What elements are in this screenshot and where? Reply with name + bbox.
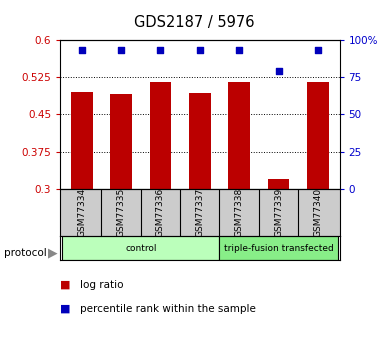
- Text: percentile rank within the sample: percentile rank within the sample: [80, 304, 255, 314]
- Text: ▶: ▶: [48, 246, 57, 259]
- Bar: [189, 93, 211, 189]
- Text: GSM77338: GSM77338: [235, 188, 244, 237]
- Bar: [229, 82, 250, 189]
- Point: [158, 47, 164, 53]
- Point: [79, 47, 85, 53]
- Bar: [150, 82, 171, 189]
- Bar: [110, 95, 132, 189]
- Text: GSM77339: GSM77339: [274, 188, 283, 237]
- Text: ■: ■: [60, 304, 71, 314]
- Text: protocol: protocol: [4, 248, 47, 257]
- Text: GDS2187 / 5976: GDS2187 / 5976: [134, 15, 254, 30]
- Text: triple-fusion transfected: triple-fusion transfected: [223, 244, 333, 253]
- Point: [118, 47, 124, 53]
- Bar: [71, 92, 93, 189]
- Text: GSM77334: GSM77334: [77, 188, 86, 237]
- Bar: [307, 82, 329, 189]
- Point: [236, 47, 242, 53]
- Text: ■: ■: [60, 280, 71, 289]
- Text: GSM77337: GSM77337: [195, 188, 204, 237]
- Text: GSM77340: GSM77340: [314, 188, 322, 237]
- Text: GSM77336: GSM77336: [156, 188, 165, 237]
- Text: log ratio: log ratio: [80, 280, 123, 289]
- Text: control: control: [125, 244, 156, 253]
- Point: [197, 47, 203, 53]
- Text: GSM77335: GSM77335: [117, 188, 126, 237]
- Bar: [268, 179, 289, 189]
- FancyBboxPatch shape: [220, 236, 338, 260]
- Point: [315, 47, 321, 53]
- Point: [275, 68, 282, 74]
- FancyBboxPatch shape: [62, 236, 220, 260]
